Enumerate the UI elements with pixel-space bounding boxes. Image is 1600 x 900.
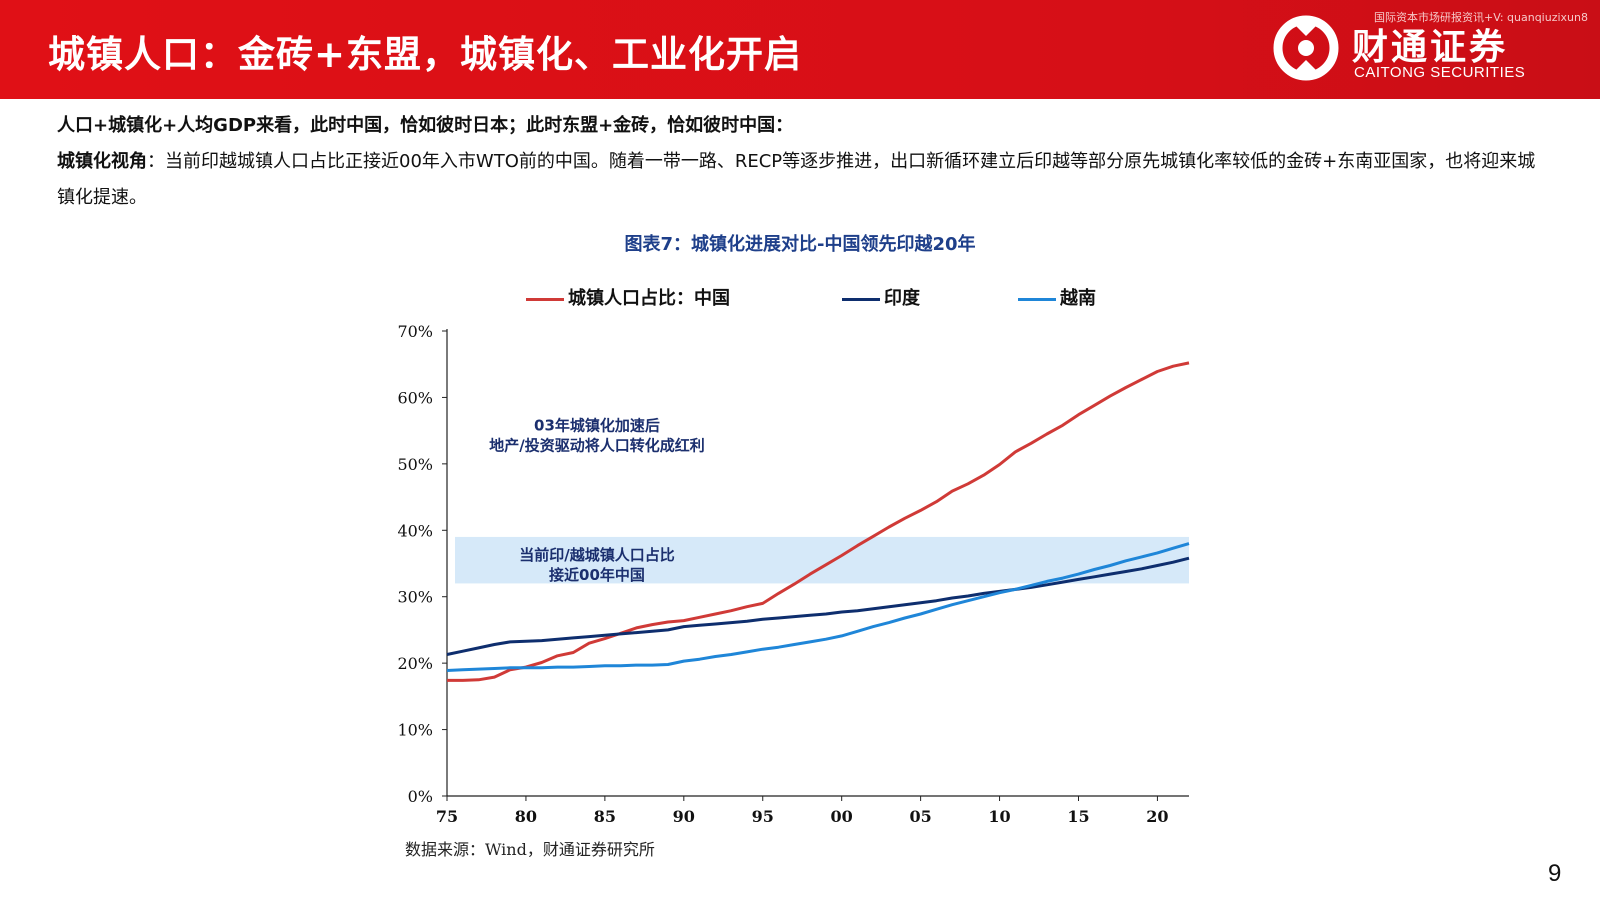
- legend-item-vietnam: 越南: [1018, 284, 1096, 309]
- y-tick-label: 60%: [397, 388, 433, 407]
- source-note: 数据来源：Wind，财通证券研究所: [405, 840, 655, 859]
- legend-swatch-china: [526, 297, 564, 301]
- series-line-china: [447, 361, 1190, 682]
- chart-title: 图表7：城镇化进展对比-中国领先印越20年: [624, 234, 976, 255]
- y-tick-label: 40%: [397, 521, 433, 540]
- x-tick-label: 15: [1067, 807, 1089, 826]
- annotation-text: 接近00年中国: [549, 566, 645, 584]
- x-tick-label: 05: [909, 807, 931, 826]
- annotation-text: 地产/投资驱动将人口转化成红利: [489, 437, 704, 455]
- series-line-india: [446, 556, 1190, 656]
- legend-item-china: 城镇人口占比：中国: [526, 284, 730, 309]
- y-tick-label: 50%: [397, 455, 433, 474]
- logo-english-name: CAITONG SECURITIES: [1354, 64, 1526, 81]
- summary-line: 人口+城镇化+人均GDP来看，此时中国，恰如彼时日本；此时东盟+金砖，恰如彼时中…: [57, 115, 794, 136]
- y-tick-label: 20%: [397, 654, 433, 673]
- x-tick-label: 20: [1146, 807, 1168, 826]
- logo-emblem-icon: [1273, 15, 1339, 81]
- y-tick-label: 70%: [397, 322, 433, 341]
- x-tick-label: 10: [988, 807, 1010, 826]
- paragraph-body: ：当前印越城镇人口占比正接近00年入市WTO前的中国。随着一带一路、RECP等逐…: [57, 151, 1536, 208]
- legend-item-india: 印度: [842, 284, 920, 309]
- legend-swatch-india: [842, 297, 880, 301]
- y-tick-label: 30%: [397, 588, 433, 607]
- page-number: 9: [1548, 860, 1562, 887]
- legend-label-china: 城镇人口占比：中国: [568, 288, 730, 309]
- paragraph-label: 城镇化视角: [57, 151, 147, 172]
- page-title: 城镇人口：金砖+东盟，城镇化、工业化开启: [48, 33, 803, 76]
- legend-swatch-vietnam: [1018, 297, 1056, 301]
- x-tick-label: 95: [752, 807, 774, 826]
- annotation-text: 03年城镇化加速后: [534, 417, 660, 435]
- legend-label-india: 印度: [884, 288, 920, 309]
- x-tick-label: 85: [594, 807, 616, 826]
- x-tick-label: 75: [436, 807, 458, 826]
- x-tick-label: 80: [515, 807, 537, 826]
- annotation-text: 当前印/越城镇人口占比: [519, 546, 674, 564]
- x-tick-label: 00: [831, 807, 853, 826]
- watermark-text: 国际资本市场研报资讯+V: quanqiuzixun8: [1373, 11, 1588, 24]
- company-logo: 财通证券 CAITONG SECURITIES: [1272, 14, 1572, 86]
- series-line-vietnam: [446, 542, 1190, 672]
- y-tick-label: 0%: [408, 787, 433, 806]
- logo-chinese-name: 财通证券: [1352, 27, 1509, 68]
- y-tick-label: 10%: [397, 721, 433, 740]
- urbanization-paragraph: 城镇化视角：当前印越城镇人口占比正接近00年入市WTO前的中国。随着一带一路、R…: [57, 144, 1547, 216]
- header-bar: 城镇人口：金砖+东盟，城镇化、工业化开启 国际资本市场研报资讯+V: quanq…: [0, 0, 1600, 99]
- legend-label-vietnam: 越南: [1060, 288, 1096, 309]
- x-tick-label: 90: [673, 807, 695, 826]
